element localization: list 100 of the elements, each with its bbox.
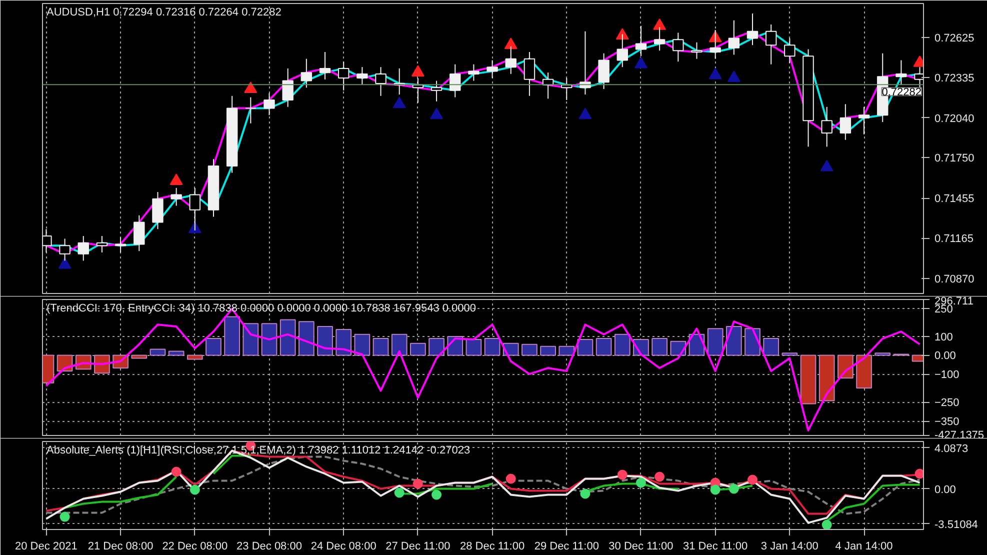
point bbox=[432, 490, 442, 500]
bar bbox=[131, 354, 148, 359]
point bbox=[710, 484, 720, 495]
point bbox=[190, 484, 200, 495]
candlestick bbox=[245, 96, 256, 124]
bar bbox=[763, 338, 780, 356]
y-tick-label: 0.00 bbox=[934, 350, 956, 362]
bar bbox=[372, 338, 389, 356]
candlestick bbox=[468, 64, 480, 82]
x-tick-label: 29 Dec 11:00 bbox=[534, 540, 599, 552]
candlestick bbox=[338, 61, 350, 91]
point bbox=[820, 160, 834, 172]
point bbox=[728, 484, 739, 494]
y-tick-label: 4.0873 bbox=[934, 442, 968, 455]
point bbox=[58, 257, 72, 269]
candlestick bbox=[356, 66, 368, 86]
candlestick bbox=[896, 60, 907, 86]
y-tick-label: −100 bbox=[934, 369, 960, 382]
candlestick bbox=[486, 60, 498, 79]
candlestick bbox=[691, 42, 702, 60]
bar bbox=[540, 346, 556, 356]
x-tick-label: 23 Dec 08:00 bbox=[236, 540, 302, 552]
point bbox=[708, 68, 722, 80]
point bbox=[504, 38, 518, 50]
point bbox=[617, 470, 628, 480]
candlestick bbox=[635, 25, 647, 57]
bar bbox=[280, 319, 296, 356]
bar bbox=[782, 352, 798, 356]
bar bbox=[818, 354, 835, 402]
point bbox=[654, 472, 665, 482]
x-tick-label: 22 Dec 08:00 bbox=[162, 540, 228, 552]
point bbox=[634, 56, 648, 68]
point bbox=[506, 474, 516, 484]
candlestick bbox=[821, 106, 832, 148]
y-tick-label: 0.71165 bbox=[934, 233, 974, 246]
bar bbox=[614, 334, 630, 356]
candlestick bbox=[858, 106, 870, 135]
bar bbox=[168, 350, 184, 356]
x-tick-label: 21 Dec 08:00 bbox=[88, 540, 154, 552]
x-tick-label: 27 Dec 11:00 bbox=[386, 540, 450, 552]
x-tick-label: 30 Dec 11:00 bbox=[608, 540, 674, 552]
point bbox=[411, 65, 424, 77]
x-tick-label: 3 Jan 14:00 bbox=[760, 540, 818, 552]
point bbox=[578, 108, 592, 120]
candlestick bbox=[282, 68, 294, 108]
candlestick bbox=[300, 58, 312, 88]
candlestick bbox=[375, 66, 386, 96]
point bbox=[580, 488, 590, 499]
bar bbox=[354, 334, 370, 356]
y-tick-label: −350 bbox=[934, 416, 960, 428]
bar bbox=[186, 354, 203, 360]
point bbox=[914, 468, 924, 479]
candlestick bbox=[450, 64, 461, 98]
candlestick bbox=[114, 236, 126, 253]
point bbox=[244, 82, 258, 94]
y-tick-label: 100 bbox=[934, 331, 953, 344]
x-tick-label: 4 Jan 14:00 bbox=[835, 540, 893, 552]
point bbox=[430, 108, 444, 120]
y-tick-label: -3.51084 bbox=[934, 518, 978, 531]
bar bbox=[652, 338, 668, 356]
x-tick-label: 31 Dec 11:00 bbox=[683, 540, 748, 552]
x-tick-label: 24 Dec 08:00 bbox=[310, 540, 376, 552]
bar bbox=[428, 338, 444, 356]
point bbox=[653, 18, 666, 30]
bar bbox=[726, 326, 742, 356]
bar bbox=[744, 328, 760, 356]
bar bbox=[298, 321, 314, 356]
candlestick bbox=[96, 235, 108, 253]
y-tick-label: 0.72040 bbox=[934, 112, 974, 125]
bar bbox=[856, 354, 872, 388]
point bbox=[170, 174, 183, 186]
point bbox=[616, 28, 629, 40]
bar bbox=[577, 338, 594, 356]
bar bbox=[317, 326, 333, 356]
chart-title: AUDUSD,H1 0.72294 0.72316 0.72264 0.72282 bbox=[46, 6, 282, 18]
bar bbox=[484, 338, 500, 356]
candlestick bbox=[430, 80, 442, 102]
y-tick-label: 0.71750 bbox=[934, 152, 974, 165]
bar bbox=[224, 316, 240, 356]
point bbox=[392, 96, 406, 108]
y-tick-label: 0.72625 bbox=[934, 32, 974, 45]
bar bbox=[558, 346, 575, 356]
point bbox=[394, 488, 404, 498]
candlestick bbox=[264, 92, 275, 116]
bar bbox=[522, 344, 538, 356]
bar bbox=[150, 348, 166, 356]
bar bbox=[596, 338, 612, 356]
candlestick bbox=[728, 20, 740, 56]
candlestick bbox=[765, 24, 777, 65]
point bbox=[171, 466, 182, 477]
bar bbox=[336, 329, 352, 356]
bar bbox=[242, 323, 259, 356]
candlestick bbox=[78, 235, 89, 262]
point bbox=[636, 478, 646, 488]
x-tick-label: 28 Dec 11:00 bbox=[460, 540, 525, 552]
bar bbox=[410, 342, 426, 356]
bar bbox=[391, 334, 408, 356]
bar bbox=[707, 328, 724, 356]
candlestick bbox=[746, 13, 758, 46]
candlestick bbox=[134, 214, 145, 252]
